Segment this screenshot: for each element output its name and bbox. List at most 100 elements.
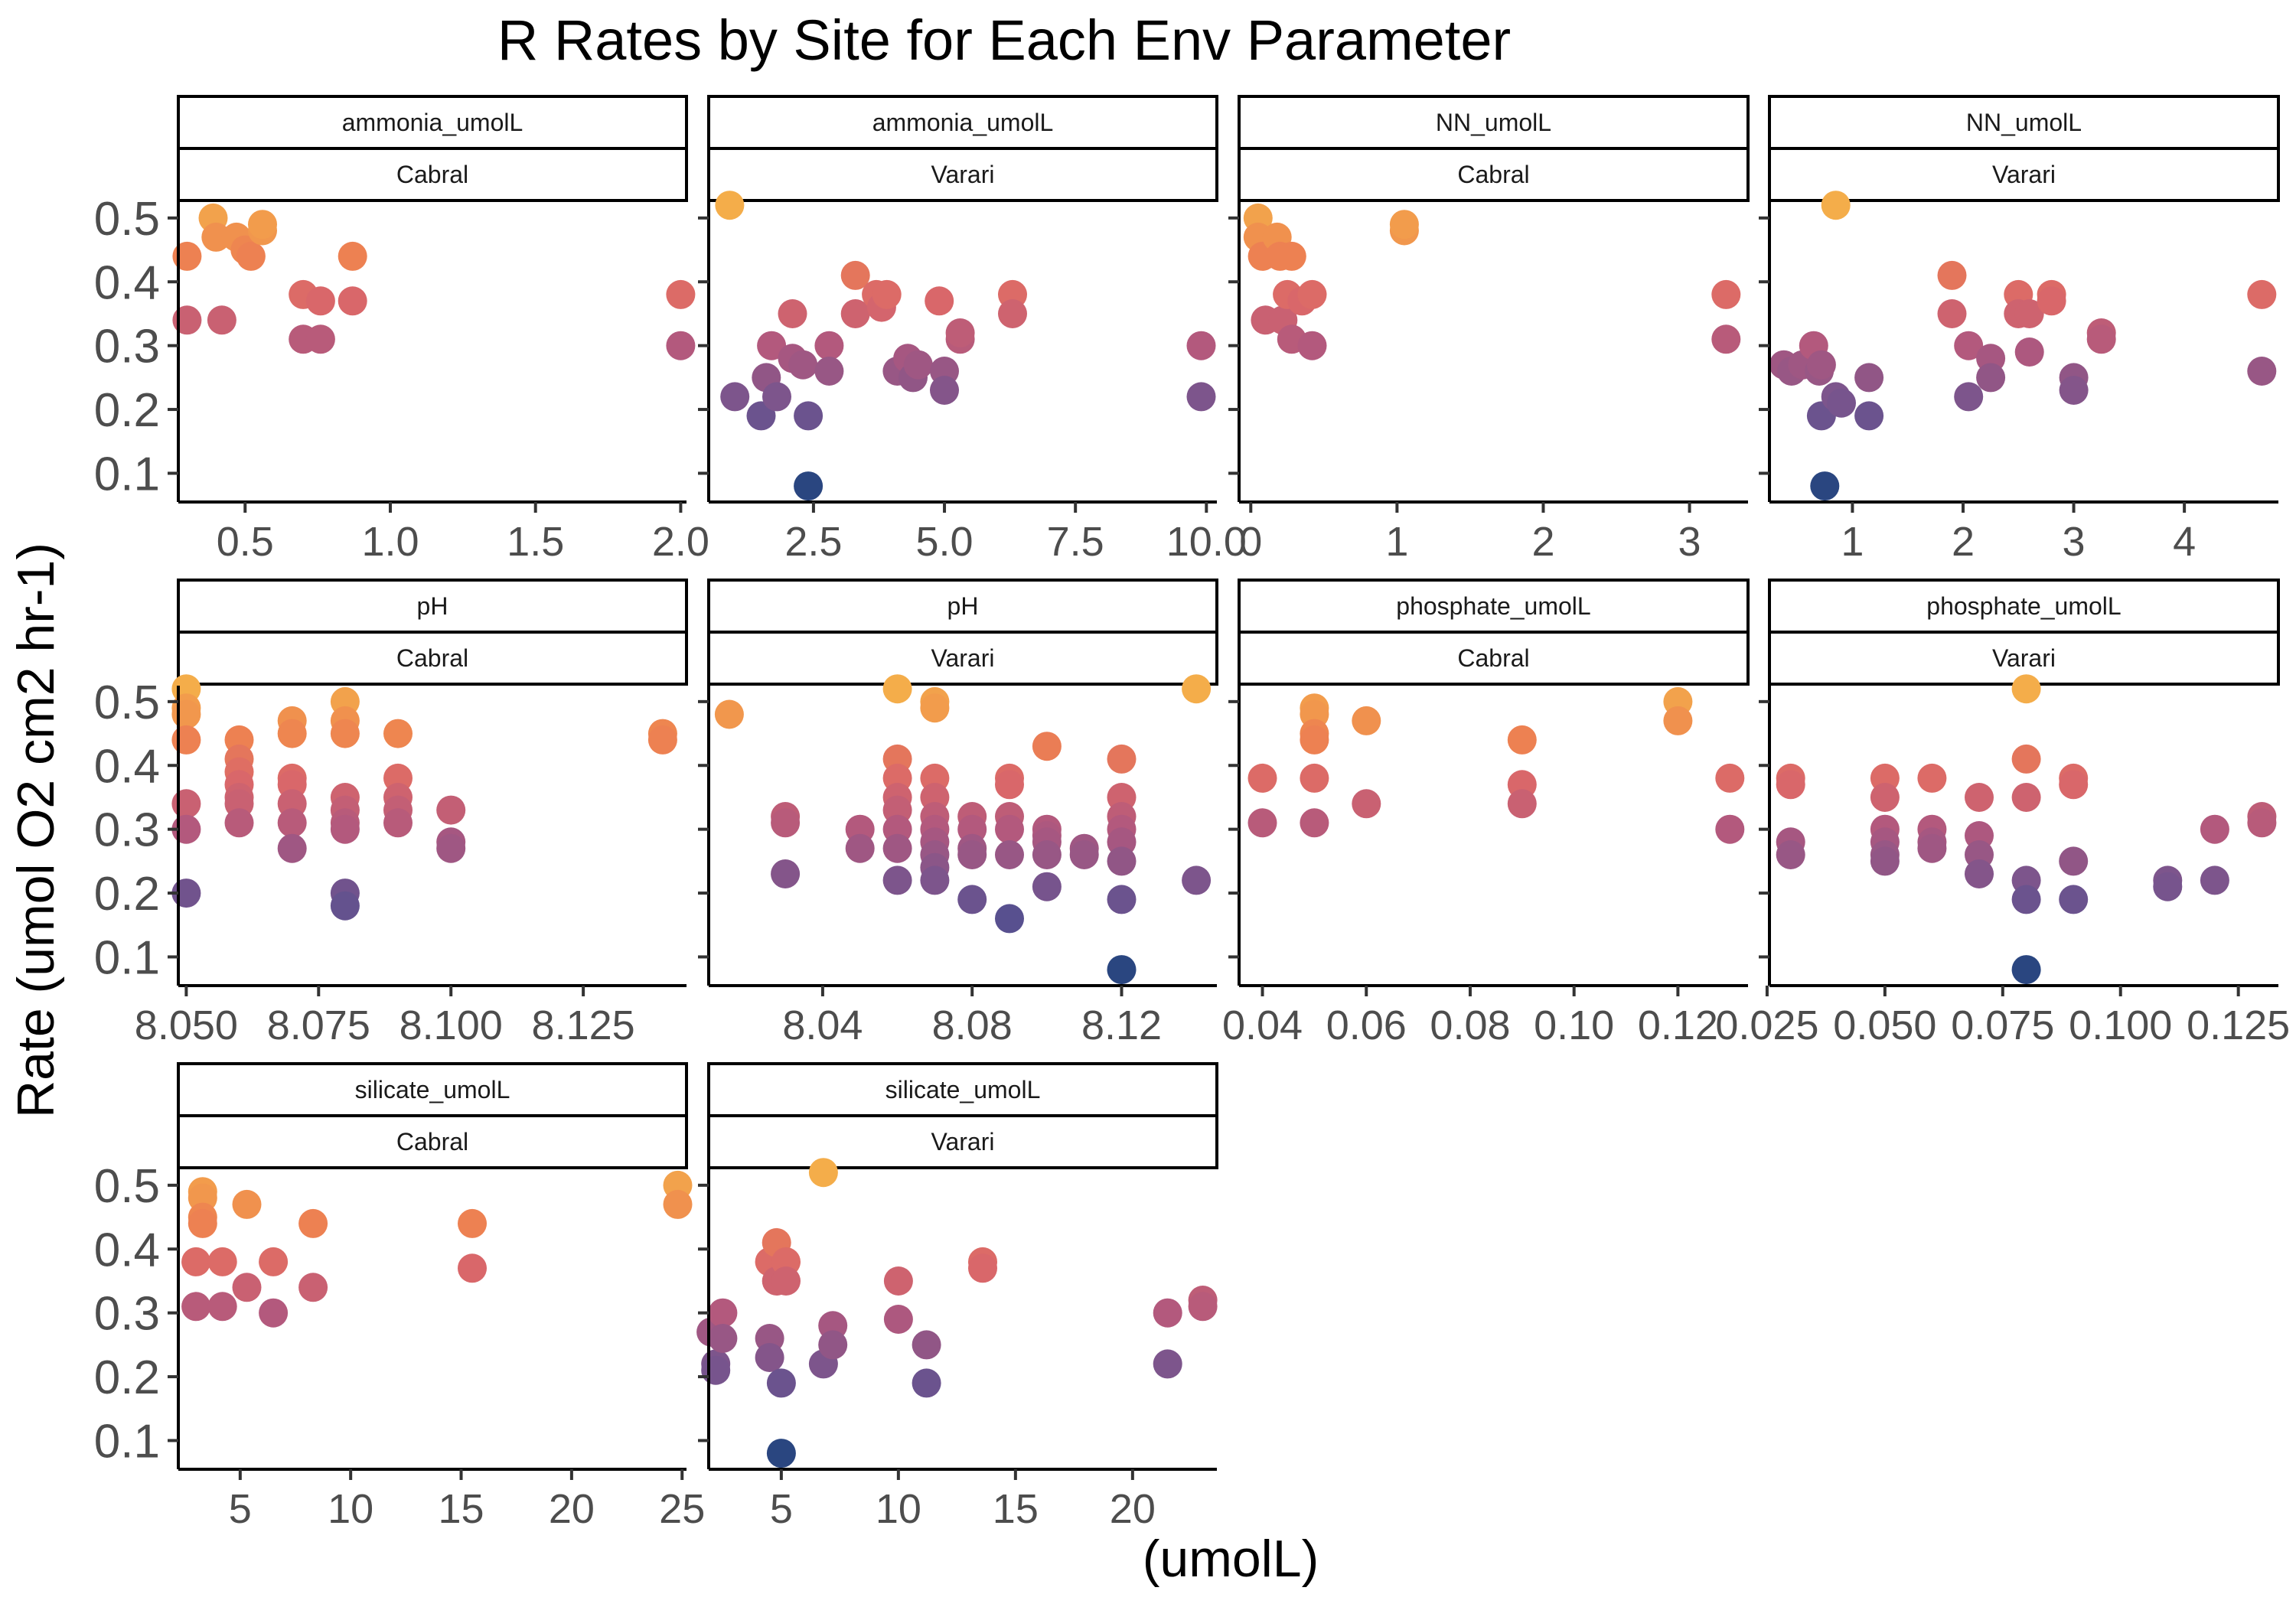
data-point: [2059, 376, 2089, 405]
strip-site-box: [1238, 147, 1750, 202]
y-tick-label: 0.5: [94, 1160, 160, 1213]
points: [171, 674, 677, 921]
y-tick-label: 0.1: [94, 931, 160, 984]
strip-site-box: [177, 147, 688, 202]
x-tick-label: 1.0: [361, 519, 419, 565]
data-point: [1854, 401, 1884, 431]
data-point: [1715, 763, 1745, 793]
data-point: [715, 191, 745, 220]
data-point: [2014, 337, 2044, 367]
data-point: [1715, 814, 1745, 844]
data-point: [207, 1292, 237, 1322]
strip-parameter-box: [177, 95, 688, 150]
data-point: [236, 241, 266, 271]
data-point: [1300, 763, 1329, 793]
data-point: [1965, 783, 1994, 812]
x-tick-label: 8.12: [1081, 1002, 1162, 1048]
data-point: [2247, 279, 2277, 309]
data-point: [647, 725, 677, 755]
data-point: [171, 699, 201, 729]
data-point: [1810, 471, 1840, 501]
data-point: [2153, 872, 2183, 901]
panel-nn-umoll-varari: NN_umolL Varari 1 2 3 4: [1759, 95, 2280, 565]
x-tick-label: 0.5: [217, 519, 274, 565]
points: [1776, 674, 2277, 985]
data-point: [1965, 859, 1994, 888]
points: [1247, 686, 1745, 844]
x-tick-label: 15: [993, 1486, 1039, 1532]
strip-parameter-label: ammonia_umolL: [342, 109, 523, 136]
data-point: [259, 1247, 289, 1276]
data-point: [1711, 279, 1741, 309]
data-point: [1182, 865, 1212, 895]
y-tick-label: 0.3: [94, 804, 160, 857]
data-point: [701, 1355, 731, 1385]
data-point: [1247, 763, 1277, 793]
data-point: [814, 357, 844, 386]
chart-title: R Rates by Site for Each Env Parameter: [497, 8, 1511, 72]
y-tick-label: 0.5: [94, 676, 160, 729]
panel-phosphate-umoll-varari: phosphate_umolL Varari 0.025 0.050 0.075 0.10…: [1715, 579, 2290, 1048]
data-point: [201, 222, 231, 252]
data-point: [1069, 840, 1099, 869]
data-point: [882, 865, 912, 895]
data-point: [298, 1208, 328, 1238]
points: [1243, 203, 1741, 360]
strip-parameter-label: silicate_umolL: [355, 1076, 510, 1103]
panel-ph-varari: pH Varari 8.04 8.08 8.12: [698, 579, 1218, 1048]
strip-site-box: [1238, 631, 1750, 686]
data-point: [663, 1189, 693, 1219]
data-point: [957, 840, 987, 869]
data-point: [277, 808, 307, 838]
x-tick-label: 10: [328, 1486, 373, 1532]
strip-parameter-box: [1768, 579, 2280, 634]
data-point: [224, 808, 254, 838]
x-tick-label: 15: [438, 1486, 484, 1532]
data-point: [1153, 1349, 1182, 1379]
data-point: [1711, 324, 1741, 354]
data-point: [912, 1368, 941, 1398]
data-point: [1937, 260, 1967, 290]
data-point: [1937, 299, 1967, 328]
x-tick-label: 7.5: [1047, 519, 1104, 565]
data-point: [1107, 846, 1137, 876]
data-point: [2059, 770, 2089, 800]
data-point: [277, 833, 307, 863]
data-point: [2200, 814, 2229, 844]
data-point: [436, 795, 466, 825]
points: [714, 674, 1212, 985]
data-point: [171, 789, 201, 819]
x-tick-label: 0.06: [1326, 1002, 1407, 1048]
data-point: [903, 350, 933, 380]
strip-parameter-box: [707, 1062, 1218, 1117]
data-point: [1917, 833, 1947, 863]
data-point: [762, 382, 791, 412]
data-point: [708, 1324, 738, 1353]
data-point: [383, 808, 413, 838]
data-point: [1107, 955, 1137, 985]
data-point: [1917, 763, 1947, 793]
data-point: [995, 770, 1024, 800]
data-point: [207, 305, 236, 335]
data-point: [882, 674, 912, 704]
strip-site-box: [177, 631, 688, 686]
strip-site-label: Cabral: [396, 1128, 468, 1156]
data-point: [714, 699, 744, 729]
data-point: [766, 1439, 796, 1468]
panel-ammonia-umoll-varari: ammonia_umolL Varari 2.5 5.0 7.5 10.0: [698, 95, 1247, 565]
data-point: [771, 808, 801, 838]
data-point: [1806, 350, 1836, 380]
x-tick-label: 2.5: [784, 519, 842, 565]
data-point: [1032, 732, 1062, 761]
x-tick-label: 1: [1841, 519, 1864, 565]
panel-nn-umoll-cabral: NN_umolL Cabral 0 1 2 3: [1228, 95, 1750, 565]
data-point: [1277, 241, 1306, 271]
data-point: [330, 814, 360, 844]
data-point: [1507, 725, 1537, 755]
data-point: [1186, 331, 1216, 360]
x-tick-label: 5: [770, 1486, 793, 1532]
x-tick-label: 0.04: [1222, 1002, 1303, 1048]
x-tick-label: 10.0: [1166, 519, 1247, 565]
data-point: [1663, 706, 1693, 735]
data-point: [1821, 191, 1851, 220]
